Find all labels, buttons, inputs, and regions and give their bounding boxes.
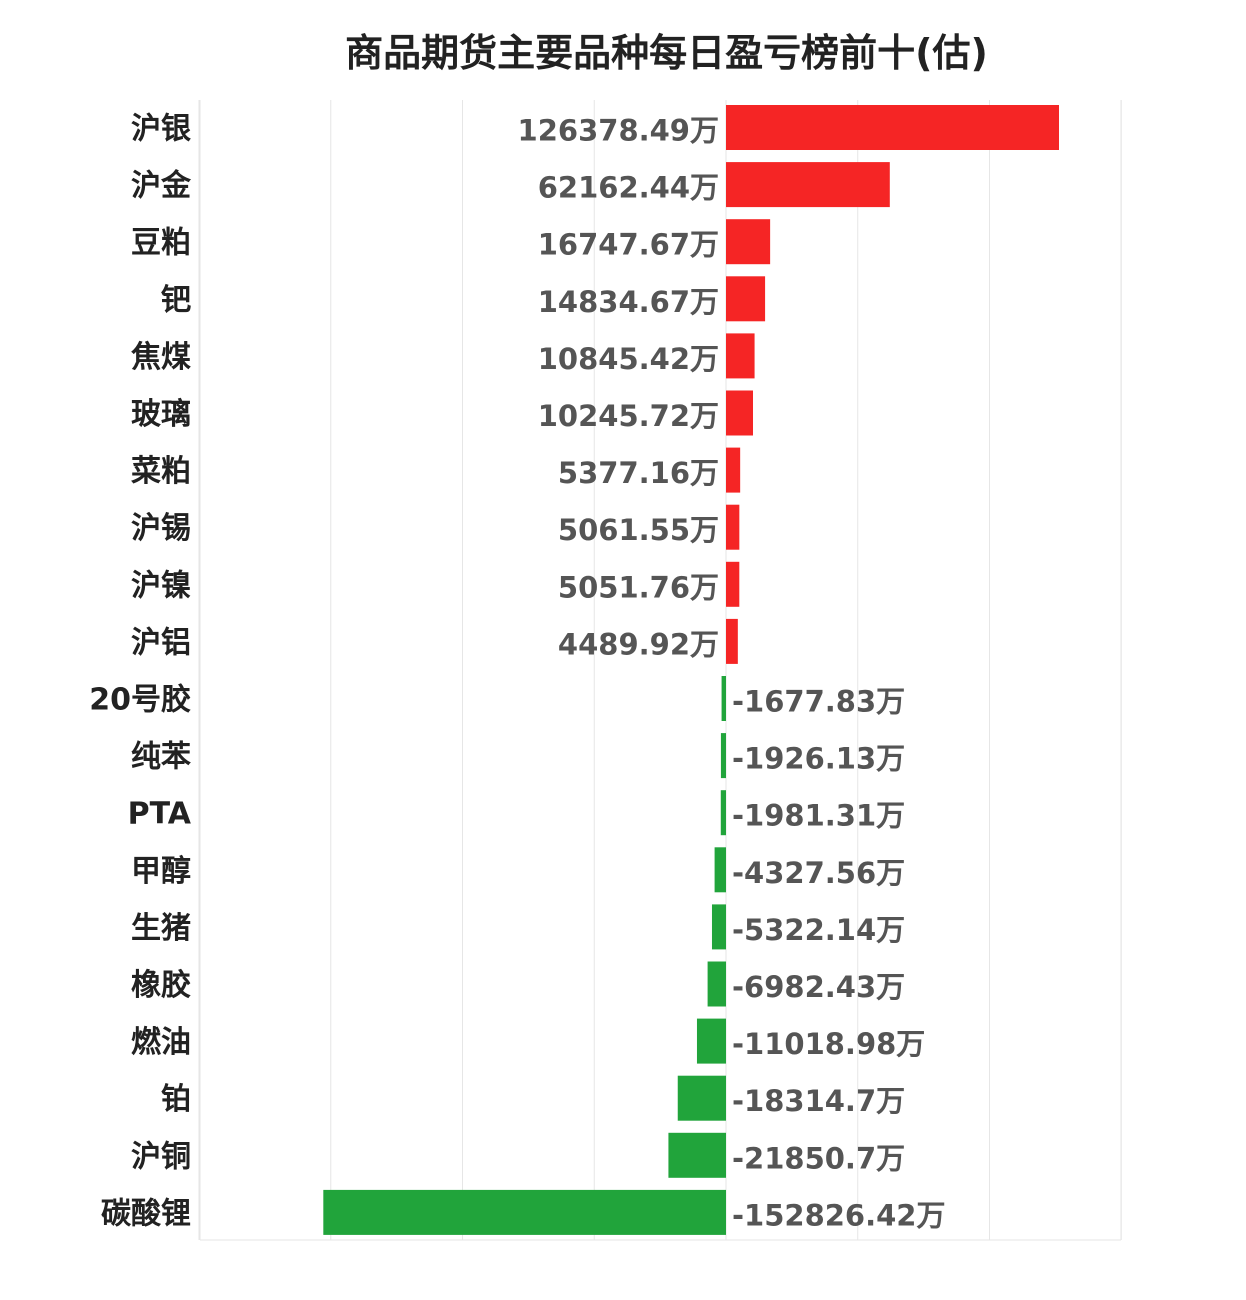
category-label: 沪镍 xyxy=(131,568,191,603)
category-label: 焦煤 xyxy=(131,340,191,375)
bar xyxy=(726,333,755,379)
bar xyxy=(714,847,726,893)
bar xyxy=(726,219,771,265)
category-label: 沪铜 xyxy=(131,1139,191,1174)
category-label: 生猪 xyxy=(131,911,191,946)
value-label: -1677.83万 xyxy=(732,685,905,719)
value-label: -152826.42万 xyxy=(732,1198,945,1232)
category-label: 沪银 xyxy=(131,112,191,147)
bar xyxy=(696,1018,726,1064)
chart-title: 商品期货主要品种每日盈亏榜前十(估) xyxy=(345,31,988,75)
value-label: 4489.92万 xyxy=(558,627,719,661)
value-label: 5061.55万 xyxy=(558,513,719,547)
category-label: 玻璃 xyxy=(131,397,191,432)
category-label: 燃油 xyxy=(131,1025,191,1060)
bar xyxy=(711,904,726,950)
value-label: 10845.42万 xyxy=(538,342,719,376)
category-label: 豆粕 xyxy=(131,226,191,261)
bar xyxy=(726,561,740,607)
category-label: 铂 xyxy=(161,1082,191,1117)
value-label: -18314.7万 xyxy=(732,1084,905,1118)
value-label: 126378.49万 xyxy=(518,114,719,148)
value-label: -4327.56万 xyxy=(732,856,905,890)
value-label: 16747.67万 xyxy=(538,228,719,262)
bar xyxy=(726,618,738,664)
category-label: 沪金 xyxy=(131,169,192,204)
value-labels: 126378.49万 62162.44万 16747.67万 14834.67万 108… xyxy=(518,114,946,1233)
value-label: -5322.14万 xyxy=(732,913,905,947)
category-label: 碳酸锂 xyxy=(101,1196,191,1231)
value-label: -21850.7万 xyxy=(732,1141,905,1175)
value-label: 10245.72万 xyxy=(538,399,719,433)
category-label: 沪铝 xyxy=(131,625,191,660)
bars xyxy=(323,105,1059,1235)
bar xyxy=(726,276,766,322)
value-label: -1926.13万 xyxy=(732,742,905,776)
bar xyxy=(726,105,1059,150)
value-label: -11018.98万 xyxy=(732,1027,925,1061)
value-label: -1981.31万 xyxy=(732,799,905,833)
category-label: 甲醇 xyxy=(131,854,191,889)
bar xyxy=(726,504,740,550)
bar xyxy=(726,390,753,436)
category-label: 钯 xyxy=(161,283,191,318)
category-label: 纯苯 xyxy=(131,740,191,775)
category-label: 沪锡 xyxy=(131,511,191,546)
value-label: 5051.76万 xyxy=(558,570,719,604)
category-label: 菜粕 xyxy=(131,454,191,489)
bar xyxy=(677,1075,726,1121)
value-label: -6982.43万 xyxy=(732,970,905,1004)
bar xyxy=(726,162,890,208)
bar xyxy=(323,1189,726,1235)
bar xyxy=(720,733,726,779)
category-label: PTA xyxy=(128,797,192,832)
bar xyxy=(726,447,741,493)
value-label: 14834.67万 xyxy=(538,285,719,319)
category-label: 20号胶 xyxy=(89,683,191,718)
bar xyxy=(668,1132,726,1178)
category-label: 橡胶 xyxy=(131,968,191,1003)
value-label: 62162.44万 xyxy=(538,171,719,205)
bar xyxy=(707,961,726,1007)
bar xyxy=(720,790,726,836)
grid-lines xyxy=(198,100,1122,1241)
bar xyxy=(721,676,726,721)
value-label: 5377.16万 xyxy=(558,456,719,490)
